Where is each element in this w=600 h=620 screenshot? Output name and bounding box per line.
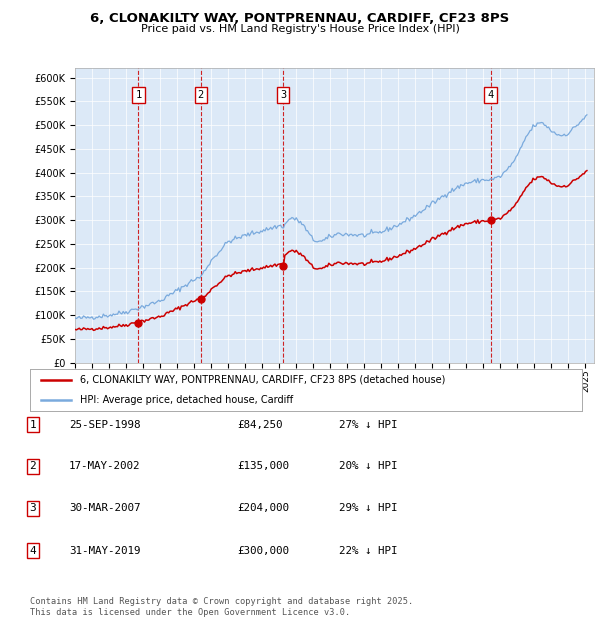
Text: 30-MAR-2007: 30-MAR-2007 xyxy=(69,503,140,513)
Text: 1: 1 xyxy=(29,420,37,430)
Text: 4: 4 xyxy=(29,546,37,556)
Text: 20% ↓ HPI: 20% ↓ HPI xyxy=(339,461,397,471)
Text: £204,000: £204,000 xyxy=(237,503,289,513)
Text: 2: 2 xyxy=(29,461,37,471)
Text: 6, CLONAKILTY WAY, PONTPRENNAU, CARDIFF, CF23 8PS: 6, CLONAKILTY WAY, PONTPRENNAU, CARDIFF,… xyxy=(91,12,509,25)
Text: 6, CLONAKILTY WAY, PONTPRENNAU, CARDIFF, CF23 8PS (detached house): 6, CLONAKILTY WAY, PONTPRENNAU, CARDIFF,… xyxy=(80,375,445,385)
Text: £135,000: £135,000 xyxy=(237,461,289,471)
Text: 1: 1 xyxy=(136,91,142,100)
Text: 22% ↓ HPI: 22% ↓ HPI xyxy=(339,546,397,556)
Text: HPI: Average price, detached house, Cardiff: HPI: Average price, detached house, Card… xyxy=(80,395,293,405)
Text: 25-SEP-1998: 25-SEP-1998 xyxy=(69,420,140,430)
Text: 29% ↓ HPI: 29% ↓ HPI xyxy=(339,503,397,513)
Text: £84,250: £84,250 xyxy=(237,420,283,430)
Text: 2: 2 xyxy=(197,91,204,100)
Text: 17-MAY-2002: 17-MAY-2002 xyxy=(69,461,140,471)
Text: 27% ↓ HPI: 27% ↓ HPI xyxy=(339,420,397,430)
Text: 4: 4 xyxy=(487,91,494,100)
Text: 3: 3 xyxy=(29,503,37,513)
Text: Contains HM Land Registry data © Crown copyright and database right 2025.
This d: Contains HM Land Registry data © Crown c… xyxy=(30,598,413,617)
Text: 31-MAY-2019: 31-MAY-2019 xyxy=(69,546,140,556)
Text: 3: 3 xyxy=(280,91,287,100)
Text: £300,000: £300,000 xyxy=(237,546,289,556)
Text: Price paid vs. HM Land Registry's House Price Index (HPI): Price paid vs. HM Land Registry's House … xyxy=(140,24,460,33)
